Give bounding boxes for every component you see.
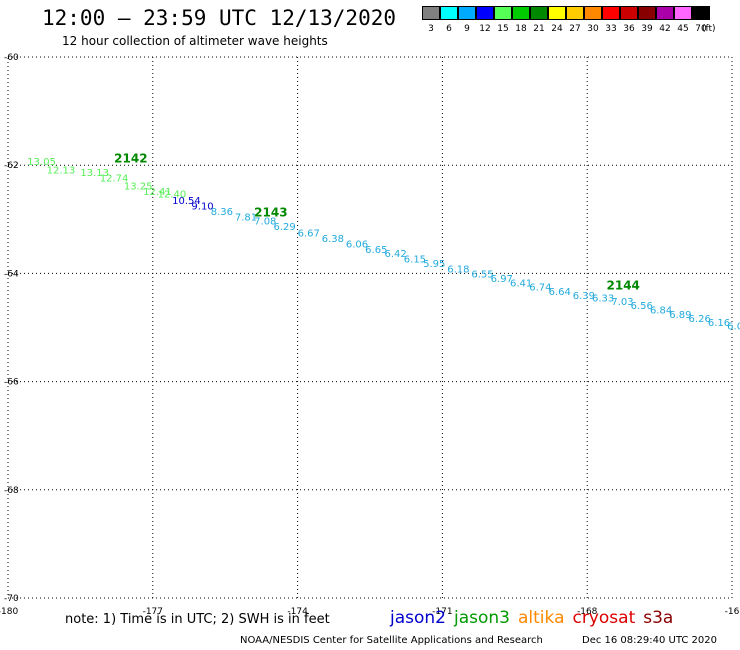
y-tick-label: -64 bbox=[4, 269, 19, 279]
y-tick-label: -66 bbox=[4, 378, 19, 388]
satellite-jason3: jason3 bbox=[454, 608, 510, 628]
legend-label: 24 bbox=[551, 24, 563, 34]
wave-height-point: 7.03 bbox=[611, 297, 633, 308]
wave-height-point: 6.18 bbox=[447, 264, 469, 275]
legend-swatch bbox=[530, 6, 548, 20]
legend-unit: (ft) bbox=[702, 24, 716, 34]
legend-swatch bbox=[692, 6, 710, 20]
wave-height-point: 6.65 bbox=[365, 245, 387, 256]
x-tick-label: -171 bbox=[432, 607, 452, 617]
wave-height-point: 5.95 bbox=[423, 259, 445, 270]
legend-swatch bbox=[548, 6, 566, 20]
legend-label: 15 bbox=[497, 24, 509, 34]
x-tick-label: -168 bbox=[577, 607, 598, 617]
legend-swatch bbox=[494, 6, 512, 20]
wave-height-point: 13.25 bbox=[124, 182, 153, 193]
y-tick-label: -60 bbox=[4, 53, 19, 63]
time-label: 2143 bbox=[254, 206, 287, 220]
legend-label: 39 bbox=[641, 24, 653, 34]
footer-note: note: 1) Time is in UTC; 2) SWH is in fe… bbox=[65, 612, 330, 627]
legend-label: 36 bbox=[623, 24, 635, 34]
x-tick-label: -180 bbox=[0, 607, 18, 617]
wave-height-point: 6.84 bbox=[650, 305, 672, 316]
wave-height-point: 10.54 bbox=[172, 196, 201, 207]
wave-height-point: 7.81 bbox=[235, 212, 257, 223]
wave-height-point: 12.41 bbox=[143, 187, 172, 198]
time-label: 2142 bbox=[114, 151, 147, 165]
legend-swatch bbox=[584, 6, 602, 20]
legend-label: 18 bbox=[515, 24, 527, 34]
satellite-altika: altika bbox=[518, 608, 565, 628]
wave-height-point: 6.33 bbox=[592, 294, 614, 305]
legend-label: 3 bbox=[428, 24, 434, 34]
satellite-cryosat: cryosat bbox=[572, 608, 636, 628]
legend-swatch bbox=[674, 6, 692, 20]
wave-height-point: 6.29 bbox=[273, 222, 295, 233]
legend-swatch bbox=[476, 6, 494, 20]
legend-label: 27 bbox=[569, 24, 581, 34]
legend-swatch bbox=[656, 6, 674, 20]
wave-height-point: 6.41 bbox=[510, 278, 532, 289]
x-tick-label: -177 bbox=[143, 607, 163, 617]
y-tick-label: -62 bbox=[4, 161, 19, 171]
page-subtitle: 12 hour collection of altimeter wave hei… bbox=[62, 34, 328, 48]
time-label: 2144 bbox=[607, 279, 640, 293]
wave-height-point: 6.64 bbox=[549, 287, 571, 298]
y-tick-label: -68 bbox=[4, 486, 19, 496]
legend-label: 6 bbox=[446, 24, 452, 34]
legend-label: 45 bbox=[677, 24, 689, 34]
wave-height-point: 12.13 bbox=[47, 165, 76, 176]
credit-text: NOAA/NESDIS Center for Satellite Applica… bbox=[240, 635, 543, 646]
wave-height-point: 13.05 bbox=[27, 157, 56, 168]
wave-height-point: 6.74 bbox=[529, 283, 551, 294]
legend-swatch bbox=[602, 6, 620, 20]
legend-label: 42 bbox=[659, 24, 671, 34]
wave-height-point: 6.26 bbox=[689, 314, 711, 325]
wave-height-point: 6.39 bbox=[573, 291, 595, 302]
wave-height-point: 12.40 bbox=[158, 190, 187, 201]
legend-swatch bbox=[440, 6, 458, 20]
legend-label: 9 bbox=[464, 24, 470, 34]
wave-height-point: 6.06 bbox=[346, 239, 368, 250]
wave-height-point: 6.55 bbox=[471, 270, 493, 281]
legend-label: 30 bbox=[587, 24, 599, 34]
wave-height-point: 12.74 bbox=[100, 173, 129, 184]
legend-label: 33 bbox=[605, 24, 617, 34]
legend-label: 70 bbox=[695, 24, 707, 34]
legend-swatch bbox=[512, 6, 530, 20]
wave-height-point: 6.97 bbox=[491, 274, 513, 285]
satellite-jason2: jason2 bbox=[390, 608, 446, 628]
satellite-legend: jason2 jason3 altika cryosat s3a bbox=[390, 608, 681, 628]
x-tick-label: -16 bbox=[725, 607, 740, 617]
wave-height-point: 6.06 bbox=[727, 322, 740, 333]
wave-height-point: 6.15 bbox=[404, 255, 426, 266]
legend-swatch bbox=[458, 6, 476, 20]
wave-height-point: 7.08 bbox=[254, 217, 276, 228]
wave-height-point: 8.36 bbox=[211, 207, 233, 218]
satellite-s3a: s3a bbox=[643, 608, 674, 628]
generated-timestamp: Dec 16 08:29:40 UTC 2020 bbox=[582, 635, 717, 646]
wave-height-point: 6.67 bbox=[298, 229, 320, 240]
wave-height-point: 6.56 bbox=[631, 301, 653, 312]
wave-height-point: 6.38 bbox=[322, 234, 344, 245]
legend-swatch bbox=[638, 6, 656, 20]
legend-label: 21 bbox=[533, 24, 545, 34]
wave-height-point: 9.10 bbox=[191, 202, 213, 213]
legend-swatch bbox=[566, 6, 584, 20]
x-tick-label: -174 bbox=[287, 607, 308, 617]
plot-frame bbox=[7, 56, 733, 599]
wave-height-point: 6.16 bbox=[708, 318, 730, 329]
y-tick-label: -70 bbox=[4, 594, 19, 604]
page-title: 12:00 – 23:59 UTC 12/13/2020 bbox=[42, 6, 397, 30]
wave-height-point: 6.42 bbox=[384, 249, 406, 260]
legend-label: 12 bbox=[479, 24, 491, 34]
wave-height-point: 6.89 bbox=[669, 310, 691, 321]
wave-height-point: 13.13 bbox=[80, 168, 109, 179]
legend-swatch bbox=[620, 6, 638, 20]
legend-swatch bbox=[422, 6, 440, 20]
